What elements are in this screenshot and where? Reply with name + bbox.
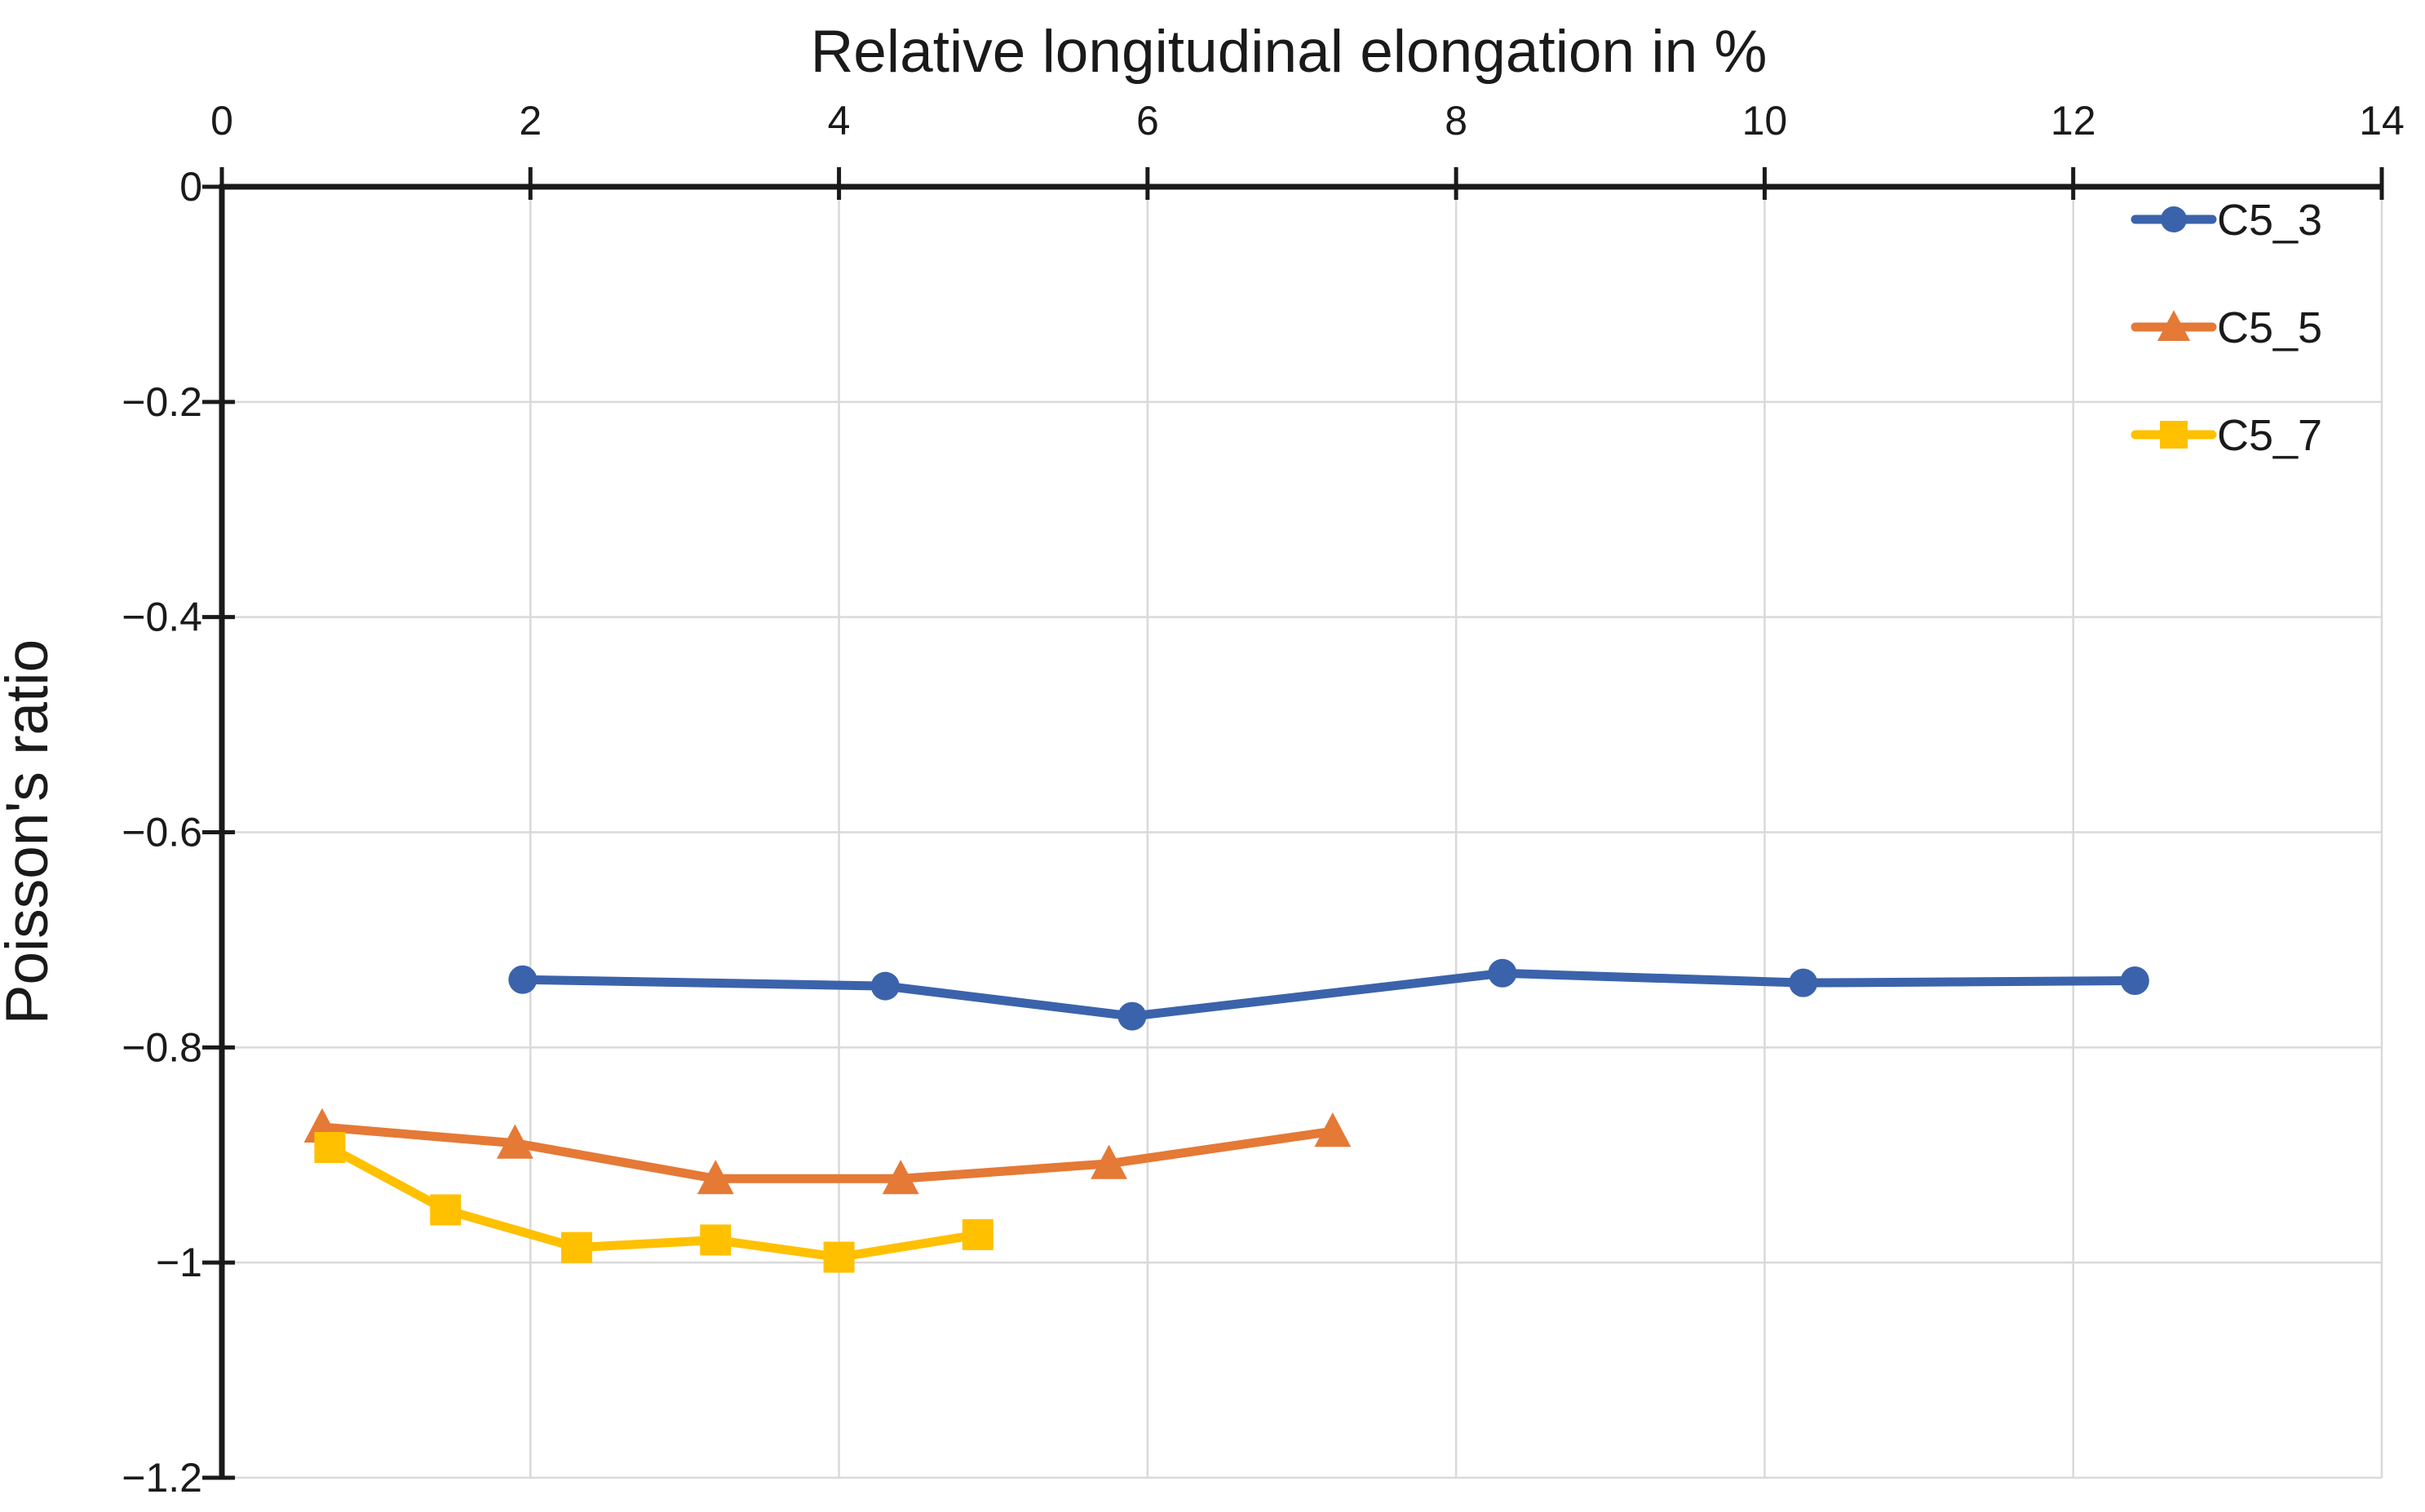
data-point-C5_3 — [1789, 968, 1818, 997]
y-tick-labels: 0 −0.2 −0.4 −0.6 −0.8 −1 −1.2 — [122, 164, 202, 1501]
legend-marker-C5_7 — [2160, 421, 2188, 449]
legend-marker-C5_3 — [2161, 206, 2187, 232]
data-point-C5_7 — [823, 1241, 855, 1273]
x-tick-label: 6 — [1136, 98, 1159, 144]
legend-item-C5_7: C5_7 — [2131, 411, 2322, 460]
series-line-C5_7 — [325, 1143, 983, 1262]
legend-label: C5_5 — [2217, 303, 2322, 352]
x-tick-label: 0 — [210, 98, 233, 144]
y-tick-label: −0.6 — [122, 810, 202, 855]
data-point-C5_5 — [697, 1160, 734, 1195]
legend-label: C5_7 — [2217, 411, 2322, 460]
data-point-C5_5 — [882, 1160, 919, 1195]
series-C5_5 — [303, 1107, 1352, 1195]
data-point-C5_3 — [508, 965, 538, 994]
data-point-C5_3 — [870, 971, 900, 1001]
y-tick-label: −0.2 — [122, 379, 202, 425]
data-point-C5_7 — [962, 1218, 993, 1250]
y-axis-title: Poisson's ratio — [0, 639, 60, 1024]
series-line-C5_3 — [518, 968, 2140, 1021]
legend-label: C5_3 — [2217, 196, 2322, 245]
series-C5_3 — [508, 958, 2149, 1031]
x-tick-label: 14 — [2359, 98, 2405, 144]
legend: C5_3 C5_5 C5_7 — [2131, 196, 2322, 460]
x-tick-labels: 0 2 4 6 8 10 12 14 — [210, 98, 2405, 144]
data-point-C5_3 — [1117, 1001, 1147, 1031]
axes — [219, 183, 2382, 1478]
y-tick-label: −1.2 — [122, 1455, 202, 1501]
data-point-C5_3 — [2120, 966, 2149, 996]
legend-item-C5_5: C5_5 — [2131, 303, 2322, 352]
data-point-C5_3 — [1488, 958, 1517, 988]
x-tick-label: 10 — [1742, 98, 1788, 144]
legend-item-C5_3: C5_3 — [2131, 196, 2322, 245]
chart-title: Relative longitudinal elongation in % — [811, 19, 1768, 85]
x-tick-label: 4 — [828, 98, 851, 144]
y-tick-label: −1 — [156, 1240, 202, 1285]
x-tick-label: 8 — [1445, 98, 1467, 144]
x-tick-label: 2 — [519, 98, 542, 144]
tick-marks — [202, 167, 2384, 1480]
y-tick-label: 0 — [179, 164, 202, 210]
series-line-C5_5 — [317, 1122, 1338, 1183]
data-point-C5_7 — [700, 1224, 732, 1256]
data-point-C5_5 — [1091, 1144, 1127, 1179]
y-tick-label: −0.8 — [122, 1024, 202, 1070]
data-point-C5_5 — [1314, 1112, 1352, 1147]
gridlines — [222, 187, 2383, 1479]
data-point-C5_7 — [430, 1194, 462, 1226]
legend-marker-C5_5 — [2157, 310, 2191, 341]
y-tick-label: −0.4 — [122, 595, 202, 640]
data-series — [303, 958, 2149, 1273]
x-tick-label: 12 — [2051, 98, 2096, 144]
data-point-C5_5 — [496, 1124, 533, 1159]
data-point-C5_7 — [561, 1231, 593, 1263]
series-C5_7 — [314, 1132, 993, 1273]
data-point-C5_7 — [314, 1132, 346, 1164]
